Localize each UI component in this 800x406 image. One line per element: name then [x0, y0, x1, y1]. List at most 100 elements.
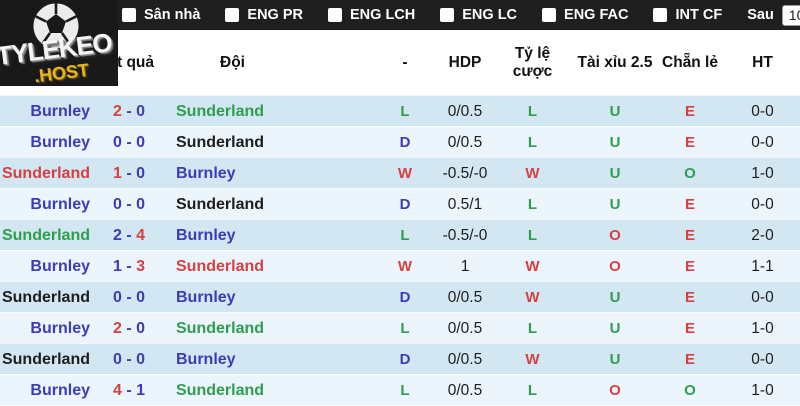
- filter-checkbox[interactable]: [122, 8, 136, 22]
- result-letter: L: [400, 320, 410, 337]
- score-separator: -: [121, 165, 137, 182]
- home-score: 0: [112, 134, 122, 151]
- home-score: 2: [112, 320, 122, 337]
- league-filter[interactable]: ENG PR: [225, 7, 303, 23]
- home-team: Burnley: [30, 258, 90, 275]
- odd-even-letter: E: [684, 258, 695, 275]
- home-team: Sunderland: [1, 289, 90, 306]
- result-letter: W: [397, 165, 413, 182]
- odd-even-letter: E: [684, 134, 695, 151]
- odds-letter: L: [527, 196, 538, 213]
- match-count-select[interactable]: 10 ⌄: [781, 4, 800, 26]
- result-letter: L: [400, 227, 410, 244]
- league-filter[interactable]: INT CF: [653, 7, 722, 23]
- odds-letter: W: [525, 351, 540, 368]
- home-score: 1: [112, 258, 122, 275]
- filter-checkbox[interactable]: [225, 8, 240, 22]
- table-header: Kết quả Đội - HDP Tỷ lệ cược Tài xỉu 2.5…: [0, 30, 800, 95]
- home-team: Burnley: [30, 196, 90, 213]
- odd-even-letter: E: [684, 289, 695, 306]
- filter-checkbox[interactable]: [440, 8, 455, 22]
- away-team: Burnley: [176, 165, 236, 182]
- away-score: 1: [136, 382, 146, 399]
- ht-score: 1-1: [751, 258, 774, 275]
- home-score: 2: [112, 227, 122, 244]
- match-row: Burnley 2 - 0 Sunderland L 0/0.5 L U E 0…: [0, 95, 800, 126]
- home-team: Sunderland: [1, 227, 90, 244]
- score-separator: -: [121, 134, 137, 151]
- hdp-value: 0/0.5: [447, 320, 483, 337]
- away-score: 0: [136, 289, 146, 306]
- home-score: 1: [112, 165, 122, 182]
- home-score: 0: [112, 289, 122, 306]
- away-score: 0: [136, 134, 146, 151]
- score-separator: -: [121, 258, 137, 275]
- filter-checkbox[interactable]: [653, 8, 668, 22]
- odds-letter: L: [527, 134, 538, 151]
- filter-checkbox[interactable]: [328, 8, 342, 22]
- hdp-value: 0/0.5: [447, 103, 483, 120]
- score-separator: -: [121, 382, 137, 399]
- score-separator: -: [121, 227, 137, 244]
- away-score: 0: [136, 196, 146, 213]
- match-row: Burnley 0 - 0 Sunderland D 0/0.5 L U E 0…: [0, 126, 800, 157]
- odd-even-letter: O: [684, 165, 696, 182]
- home-score: 0: [112, 196, 122, 213]
- odd-even-letter: E: [684, 351, 695, 368]
- header-odd-even: Chẵn lẻ: [662, 53, 718, 71]
- over-under-letter: U: [609, 289, 621, 306]
- hdp-value: 1: [460, 258, 470, 275]
- over-under-letter: U: [609, 134, 621, 151]
- site-logo[interactable]: TYLEKEO .HOST: [0, 0, 118, 86]
- header-team: Đội: [220, 53, 245, 71]
- home-score: 0: [112, 351, 122, 368]
- home-team: Sunderland: [1, 351, 90, 368]
- home-team: Burnley: [30, 320, 90, 337]
- result-letter: L: [400, 382, 410, 399]
- ht-score: 0-0: [751, 103, 774, 120]
- ht-score: 1-0: [751, 165, 774, 182]
- filter-checkbox[interactable]: [542, 8, 557, 22]
- away-team: Sunderland: [176, 196, 265, 213]
- match-count-value: 10: [788, 7, 800, 23]
- hdp-value: -0.5/-0: [442, 227, 488, 244]
- away-score: 0: [136, 351, 146, 368]
- filter-label: ENG PR: [247, 7, 303, 23]
- league-filter[interactable]: ENG LCH: [328, 7, 415, 23]
- sau-label: Sau: [747, 7, 774, 23]
- odds-letter: W: [525, 165, 540, 182]
- score: 0 - 0: [90, 344, 168, 375]
- odd-even-letter: E: [684, 320, 695, 337]
- result-letter: D: [399, 351, 411, 368]
- away-team: Sunderland: [176, 320, 265, 337]
- soccer-ball-icon: [30, 0, 82, 52]
- score: 2 - 4: [90, 220, 168, 251]
- odd-even-letter: O: [684, 382, 696, 399]
- over-under-letter: O: [609, 382, 621, 399]
- league-filter[interactable]: ENG FAC: [542, 7, 628, 23]
- odds-letter: W: [525, 258, 540, 275]
- header-odds: Tỷ lệ cược: [512, 44, 553, 80]
- score: 0 - 0: [90, 282, 168, 313]
- header-hdp: HDP: [448, 53, 482, 71]
- hdp-value: 0/0.5: [447, 134, 483, 151]
- result-letter: W: [397, 258, 413, 275]
- over-under-letter: U: [609, 351, 621, 368]
- odds-letter: L: [527, 382, 538, 399]
- score: 1 - 0: [90, 158, 168, 189]
- home-team: Burnley: [30, 134, 90, 151]
- league-filter[interactable]: ENG LC: [440, 7, 517, 23]
- away-score: 3: [136, 258, 146, 275]
- match-row: Sunderland 1 - 0 Burnley W -0.5/-0 W U O…: [0, 157, 800, 188]
- score: 0 - 0: [90, 127, 168, 158]
- away-team: Burnley: [176, 351, 236, 368]
- ht-score: 0-0: [751, 134, 774, 151]
- match-row: Burnley 1 - 3 Sunderland W 1 W O E 1-1: [0, 250, 800, 281]
- score: 4 - 1: [90, 375, 168, 406]
- score: 2 - 0: [90, 313, 168, 344]
- league-filter[interactable]: Sân nhà: [122, 7, 200, 23]
- home-team: Burnley: [30, 382, 90, 399]
- result-letter: D: [399, 134, 411, 151]
- score-separator: -: [121, 351, 137, 368]
- home-team: Burnley: [30, 103, 90, 120]
